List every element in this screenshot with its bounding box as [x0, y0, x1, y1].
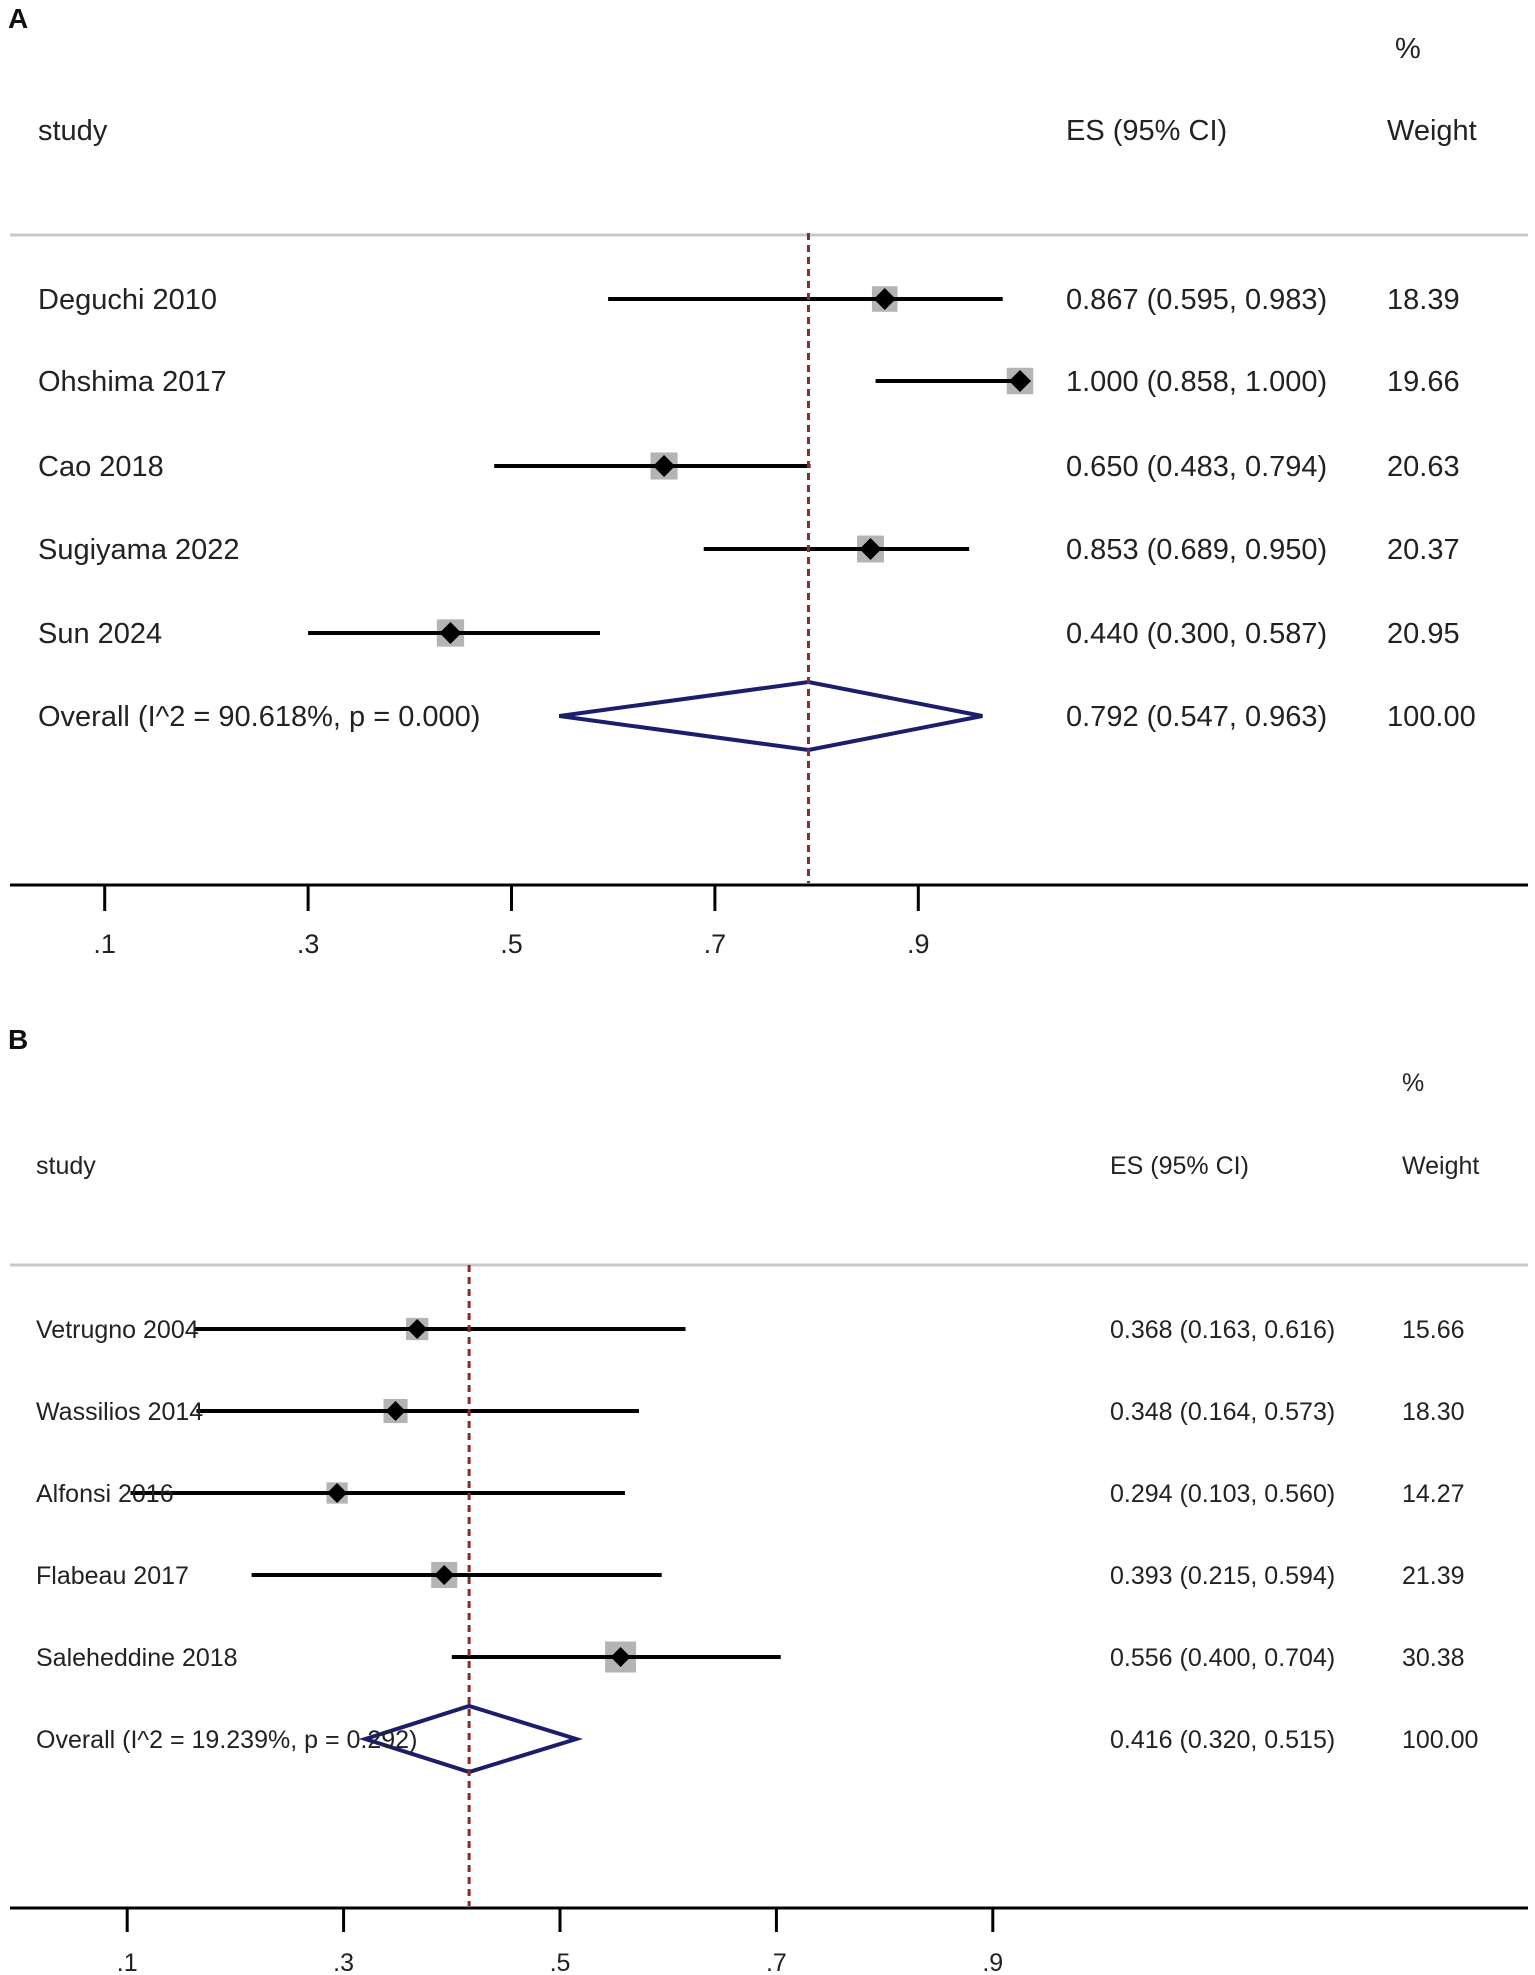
study-es-ci-label: 0.650 (0.483, 0.794): [1066, 451, 1327, 483]
panel-label-a: A: [8, 3, 28, 34]
header-study: study: [38, 115, 108, 147]
overall-weight-label: 100.00: [1402, 1726, 1478, 1754]
study-name-label: Saleheddine 2018: [36, 1644, 238, 1672]
study-es-ci-label: 0.556 (0.400, 0.704): [1110, 1644, 1335, 1672]
study-point-estimate: [653, 455, 676, 477]
forest-plot-b-svg: B % study ES (95% CI) Weight Vetrugno 20…: [8, 1024, 1528, 1975]
overall-label: Overall (I^2 = 90.618%, p = 0.000): [38, 701, 480, 733]
x-axis-tick-label: .3: [333, 1949, 354, 1975]
study-weight-label: 14.27: [1402, 1480, 1465, 1508]
x-axis-tick-label: .1: [117, 1949, 138, 1975]
header-weight: Weight: [1402, 1152, 1479, 1180]
study-weight-label: 30.38: [1402, 1644, 1465, 1672]
overall-label: Overall (I^2 = 19.239%, p = 0.292): [36, 1726, 417, 1754]
header-es-ci: ES (95% CI): [1066, 115, 1227, 147]
overall-diamond: [559, 679, 983, 753]
study-name-label: Cao 2018: [38, 451, 164, 483]
x-axis-tick-label: .7: [704, 929, 727, 959]
overall-diamond: [358, 1703, 584, 1775]
header-weight: Weight: [1387, 115, 1477, 147]
study-es-ci-label: 0.440 (0.300, 0.587): [1066, 618, 1327, 650]
study-weight-label: 20.63: [1387, 451, 1460, 483]
x-axis-tick-label: .9: [982, 1949, 1003, 1975]
study-es-ci-label: 0.368 (0.163, 0.616): [1110, 1316, 1335, 1344]
study-es-ci-label: 0.393 (0.215, 0.594): [1110, 1562, 1335, 1590]
header-es-ci: ES (95% CI): [1110, 1152, 1249, 1180]
study-es-ci-label: 1.000 (0.858, 1.000): [1066, 366, 1327, 398]
study-weight-label: 19.66: [1387, 366, 1460, 398]
study-name-label: Flabeau 2017: [36, 1562, 189, 1590]
forest-plot-panel-b: B % study ES (95% CI) Weight Vetrugno 20…: [0, 1000, 1535, 1975]
overall-es-ci-label: 0.416 (0.320, 0.515): [1110, 1726, 1335, 1754]
study-point-estimate: [385, 1401, 406, 1421]
x-axis-tick-label: .5: [550, 1949, 571, 1975]
header-weight-percent: %: [1402, 1069, 1424, 1097]
x-axis-tick-label: .9: [907, 929, 930, 959]
header-study: study: [36, 1152, 96, 1180]
study-point-estimate: [327, 1483, 348, 1503]
study-weight-label: 20.37: [1387, 534, 1460, 566]
overall-es-ci-label: 0.792 (0.547, 0.963): [1066, 701, 1327, 733]
study-point-estimate: [439, 622, 462, 644]
study-name-label: Alfonsi 2016: [36, 1480, 174, 1508]
study-point-estimate: [859, 538, 882, 560]
study-rows-a: Deguchi 2010 0.867 (0.595, 0.983) 18.39 Ohs…: [38, 284, 1476, 733]
x-axis-tick-label: .1: [93, 929, 116, 959]
panel-label-b: B: [8, 1024, 28, 1055]
x-axis-ticks-a: .1 .3 .5 .7 .9: [93, 885, 930, 959]
study-weight-label: 18.39: [1387, 284, 1460, 316]
x-axis-ticks-b: .1 .3 .5 .7 .9: [117, 1908, 1003, 1975]
study-weight-label: 21.39: [1402, 1562, 1465, 1590]
study-weight-label: 18.30: [1402, 1398, 1465, 1426]
study-name-label: Wassilios 2014: [36, 1398, 203, 1426]
study-point-estimate: [407, 1319, 428, 1339]
study-name-label: Sugiyama 2022: [38, 534, 240, 566]
study-name-label: Vetrugno 2004: [36, 1316, 199, 1344]
header-weight-percent: %: [1395, 33, 1421, 65]
study-point-estimate: [610, 1647, 631, 1667]
study-point-estimate: [873, 288, 896, 310]
study-point-estimate: [434, 1565, 455, 1585]
x-axis-tick-label: .7: [766, 1949, 787, 1975]
study-weight-label: 20.95: [1387, 618, 1460, 650]
forest-plot-panel-a: A % study ES (95% CI) Weight Deguchi 201…: [8, 3, 1528, 959]
forest-marks-b: [130, 1265, 781, 1906]
study-name-label: Deguchi 2010: [38, 284, 217, 316]
study-name-label: Sun 2024: [38, 618, 162, 650]
x-axis-tick-label: .3: [297, 929, 320, 959]
study-point-estimate: [1009, 370, 1031, 392]
study-weight-label: 15.66: [1402, 1316, 1465, 1344]
forest-marks-a: [308, 233, 1034, 883]
forest-plot-a-svg: A % study ES (95% CI) Weight Deguchi 201…: [8, 3, 1528, 959]
study-rows-b: Vetrugno 2004 0.368 (0.163, 0.616) 15.66 Wa…: [36, 1316, 1478, 1754]
overall-weight-label: 100.00: [1387, 701, 1476, 733]
x-axis-tick-label: .5: [500, 929, 523, 959]
study-es-ci-label: 0.294 (0.103, 0.560): [1110, 1480, 1335, 1508]
study-es-ci-label: 0.853 (0.689, 0.950): [1066, 534, 1327, 566]
study-name-label: Ohshima 2017: [38, 366, 227, 398]
study-es-ci-label: 0.867 (0.595, 0.983): [1066, 284, 1327, 316]
study-es-ci-label: 0.348 (0.164, 0.573): [1110, 1398, 1335, 1426]
